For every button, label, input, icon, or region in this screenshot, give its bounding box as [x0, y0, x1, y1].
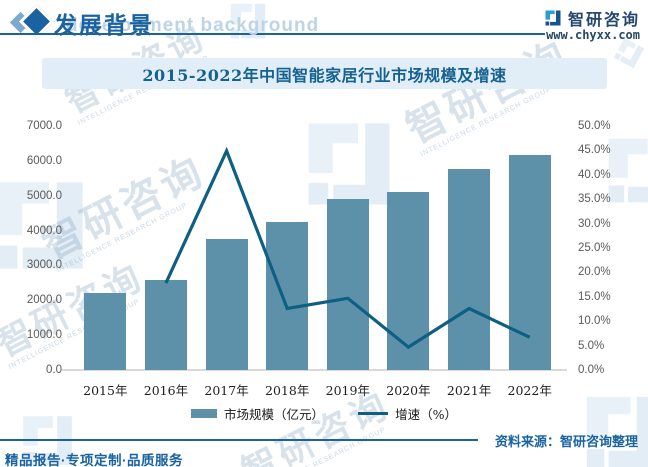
data-source: 资料来源：智研咨询整理 [494, 434, 638, 449]
right-axis-tick: 25.0% [578, 242, 611, 254]
brand-name: 智研咨询 [567, 12, 640, 29]
x-label-2016年: 2016年 [143, 383, 189, 398]
left-axis-tick: 0.0 [46, 364, 62, 376]
x-label-2022年: 2022年 [507, 383, 552, 398]
left-axis-tick: 4000.0 [26, 224, 62, 237]
page-title: 发展背景 [54, 12, 154, 38]
x-label-2019年: 2019年 [325, 383, 370, 398]
right-axis-ticks: 0.0% 5.0% 10.0% 15.0% 20.0% 25.0% 30.0% 35.0% 40… [568, 96, 638, 408]
bar-2021年 [448, 168, 491, 370]
chart-title: 2015-2022年中国智能家居行业市场规模及增速 [142, 65, 507, 85]
x-label-2017年: 2017年 [204, 383, 249, 398]
right-axis-tick: 5.0% [578, 339, 605, 352]
right-axis-tick: 10.0% [578, 315, 611, 328]
x-label-2018年: 2018年 [265, 383, 310, 398]
x-label-2021年: 2021年 [446, 383, 492, 398]
left-axis-tick: 5000.0 [26, 189, 62, 202]
zhiyan-logo-icon [543, 8, 563, 28]
chart-title-banner: 2015-2022年中国智能家居行业市场规模及增速 [42, 58, 607, 89]
bar-2018年 [266, 222, 309, 370]
legend-bar-swatch-icon [191, 409, 218, 418]
bar-2022年 [508, 154, 551, 370]
left-axis-tick: 1000.0 [26, 329, 62, 342]
legend-item-growth: 增速（%） [358, 404, 457, 423]
footer-divider [0, 439, 478, 441]
page-header: development background 发展背景 智研咨询 www.chy… [0, 0, 648, 46]
line-series [164, 146, 531, 350]
legend-line-swatch-icon [358, 411, 389, 416]
left-axis-tick: 3000.0 [26, 259, 62, 272]
legend: 市场规模（亿元） 增速（%） [0, 404, 648, 423]
bar-2017年 [205, 238, 248, 370]
bar-2015年 [84, 293, 127, 370]
legend-item-market-size: 市场规模（亿元） [191, 404, 324, 423]
x-axis-line [62, 369, 567, 371]
growth-line [164, 146, 531, 350]
header-divider [0, 33, 545, 35]
right-axis-tick: 35.0% [578, 193, 611, 206]
chart-area: 0.0 1000.0 2000.0 3000.0 4000.0 5000.0 6000.0 7… [0, 96, 648, 408]
left-axis-tick: 2000.0 [26, 294, 62, 307]
bar-2016年 [144, 279, 187, 370]
right-axis-tick: 0.0% [578, 364, 605, 376]
legend-label: 增速（%） [395, 407, 457, 422]
bar-2020年 [387, 191, 430, 370]
right-axis-tick: 30.0% [578, 217, 611, 230]
left-axis-tick: 7000.0 [26, 120, 62, 132]
right-axis-tick: 20.0% [578, 266, 611, 279]
right-axis-tick: 45.0% [578, 144, 611, 157]
brand-block: 智研咨询 [543, 6, 640, 30]
x-label-2020年: 2020年 [386, 383, 431, 398]
right-axis-tick: 15.0% [578, 290, 611, 303]
x-label-2015年: 2015年 [83, 383, 128, 398]
right-axis-tick: 50.0% [578, 120, 611, 132]
left-axis-tick: 6000.0 [26, 154, 62, 167]
footer-tagline: 精品报告·专项定制·品质服务 [5, 453, 183, 467]
legend-label: 市场规模（亿元） [224, 407, 325, 422]
plot-area [75, 126, 560, 370]
bar-2019年 [326, 199, 369, 370]
left-axis-ticks: 0.0 1000.0 2000.0 3000.0 4000.0 5000.0 6000.0 7… [0, 96, 62, 408]
right-axis-tick: 40.0% [578, 168, 611, 181]
brand-url: www.chyxx.com [546, 28, 640, 42]
